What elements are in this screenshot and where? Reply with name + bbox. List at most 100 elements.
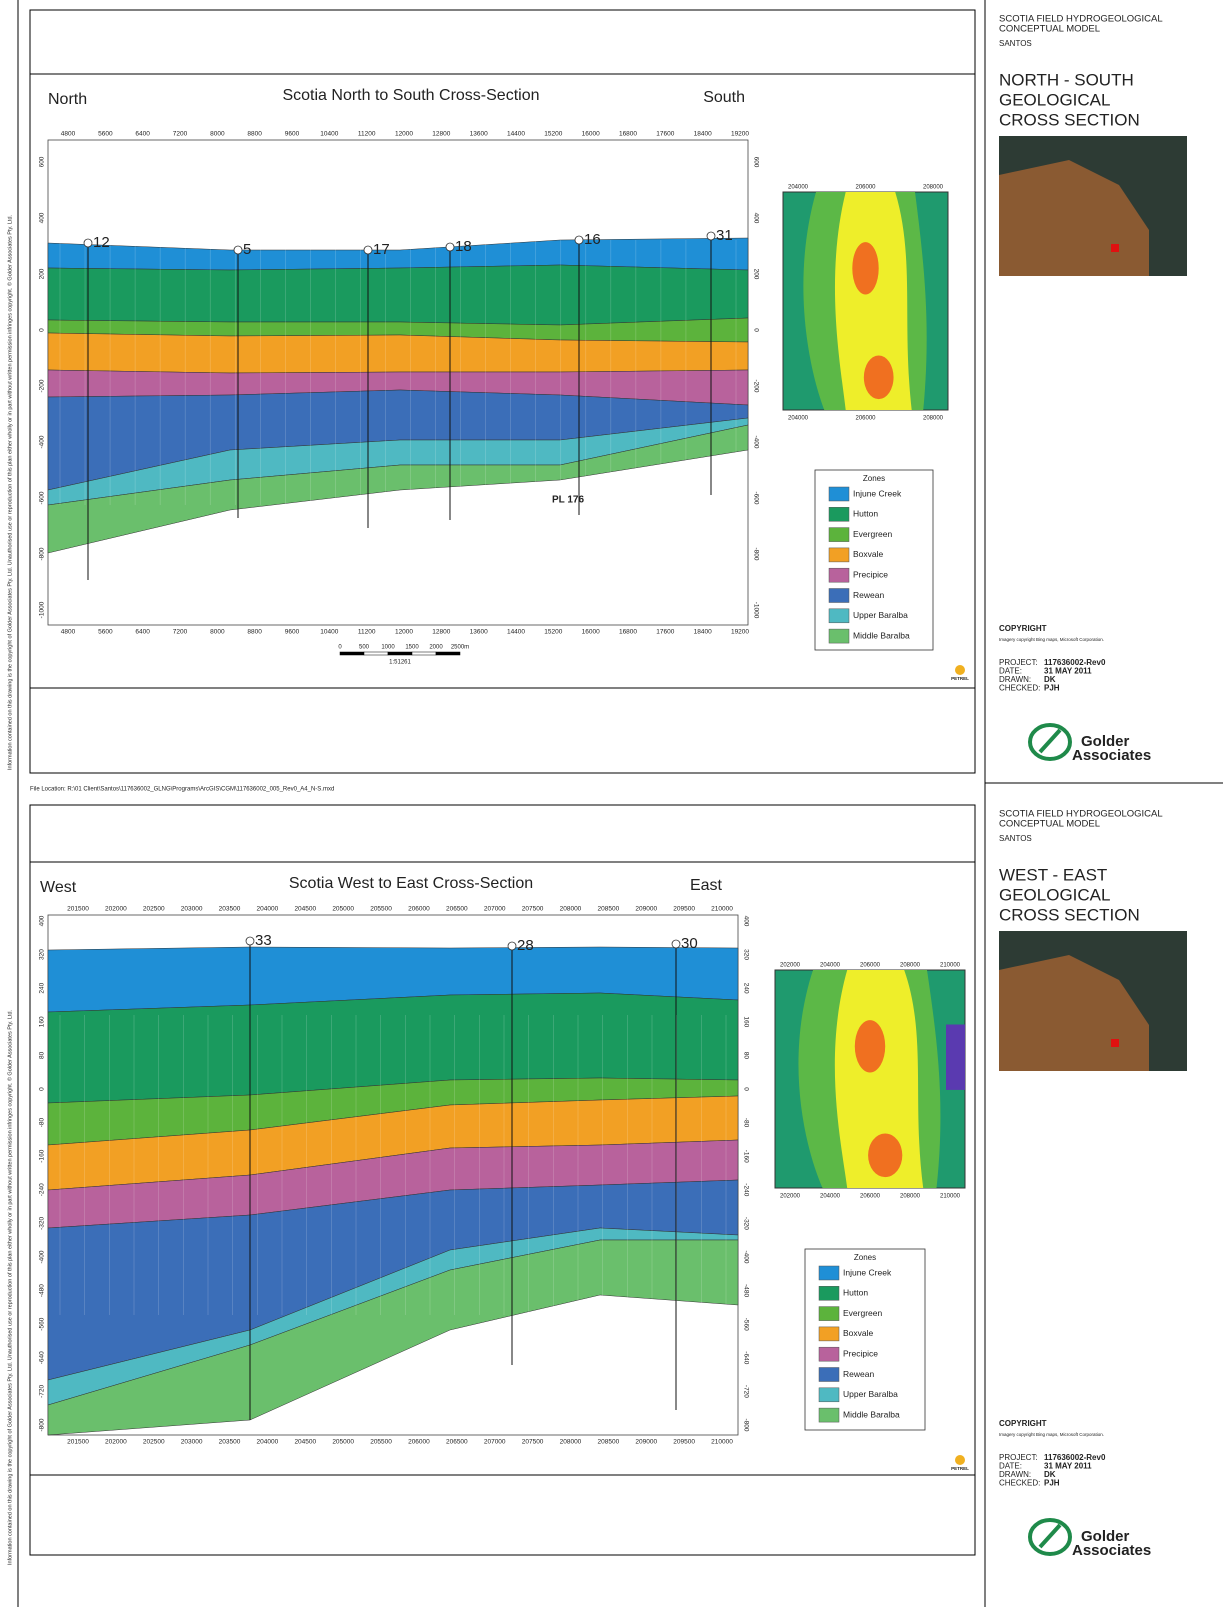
- inset-tick-label: 206000: [860, 963, 881, 969]
- well-symbol: [84, 239, 92, 247]
- legend-label: Injune Creek: [843, 1267, 892, 1277]
- company-logo-text: Associates: [1072, 747, 1151, 764]
- software-name: PETREL: [951, 1466, 969, 1471]
- legend-swatch: [829, 629, 849, 643]
- x-tick-label: 11200: [358, 131, 376, 138]
- x-tick-label: 12800: [432, 629, 450, 636]
- zone-layer: [48, 265, 748, 325]
- x-tick-label: 12000: [395, 131, 413, 138]
- x-tick-label: 205500: [370, 1439, 392, 1446]
- x-tick-label: 207500: [522, 1439, 544, 1446]
- client-name: SANTOS: [999, 834, 1032, 843]
- scale-bar-segment: [364, 652, 388, 655]
- company-logo-mark: [1040, 1525, 1060, 1547]
- copyright-side-note: Information contained on this drawing is…: [6, 214, 13, 770]
- inset-peak-zone: [868, 1134, 902, 1178]
- x-tick-label: 7200: [173, 629, 188, 636]
- x-tick-label: 208500: [598, 1439, 620, 1446]
- x-tick-label: 203000: [181, 1439, 203, 1446]
- y-tick-label: 200: [752, 269, 759, 280]
- x-tick-label: 203500: [219, 906, 241, 913]
- x-tick-label: 206500: [446, 906, 468, 913]
- inset-peak-zone: [855, 1020, 885, 1072]
- section-annotation: PL 176: [552, 495, 584, 506]
- inset-tick-label: 208000: [900, 1194, 921, 1200]
- inset-tick-label: 202000: [780, 1194, 801, 1200]
- legend-swatch: [819, 1347, 839, 1361]
- y-tick-label: 320: [39, 949, 46, 960]
- x-tick-label: 12800: [432, 131, 450, 138]
- project-name: CONCEPTUAL MODEL: [999, 819, 1100, 830]
- x-tick-label: 10400: [320, 629, 338, 636]
- inset-tick-label: 208000: [900, 963, 921, 969]
- x-tick-label: 10400: [320, 131, 338, 138]
- drawing-title: CROSS SECTION: [999, 110, 1140, 129]
- x-tick-label: 16000: [582, 629, 600, 636]
- y-tick-label: 400: [39, 915, 46, 926]
- well-symbol: [364, 246, 372, 254]
- inset-tick-label: 206000: [860, 1194, 881, 1200]
- x-tick-label: 208000: [560, 906, 582, 913]
- x-tick-label: 207000: [484, 1439, 506, 1446]
- x-tick-label: 204500: [294, 906, 316, 913]
- inset-tick-label: 208000: [923, 185, 944, 191]
- y-tick-label: -480: [742, 1284, 749, 1297]
- x-tick-label: 16800: [619, 629, 637, 636]
- inset-tick-label: 204000: [788, 416, 809, 422]
- y-tick-label: 600: [39, 156, 46, 167]
- legend-label: Boxvale: [843, 1328, 874, 1338]
- x-tick-label: 4800: [61, 629, 76, 636]
- x-tick-label: 6400: [135, 629, 150, 636]
- x-tick-label: 13600: [470, 131, 488, 138]
- x-tick-label: 202000: [105, 906, 127, 913]
- y-tick-label: -1000: [752, 602, 759, 619]
- legend-label: Rewean: [853, 590, 884, 600]
- y-tick-label: 400: [742, 916, 749, 927]
- y-tick-label: -160: [39, 1149, 46, 1162]
- well-label: 16: [584, 231, 601, 248]
- copyright-side-note: Information contained on this drawing is…: [6, 1009, 13, 1565]
- scale-bar-segment: [412, 652, 436, 655]
- x-tick-label: 15200: [544, 131, 562, 138]
- y-tick-label: -400: [39, 435, 46, 448]
- x-tick-label: 205000: [332, 1439, 354, 1446]
- legend-label: Hutton: [843, 1288, 868, 1298]
- legend-swatch: [829, 548, 849, 562]
- legend-label: Precipice: [843, 1348, 878, 1358]
- legend-swatch: [829, 507, 849, 521]
- scale-bar-segment: [388, 652, 412, 655]
- scale-bar-label: 2500m: [451, 645, 469, 651]
- x-tick-label: 202500: [143, 1439, 165, 1446]
- drawing-sheets: File Location: R:\01 Client\Santos\11763…: [0, 0, 1223, 1607]
- y-tick-label: 240: [742, 983, 749, 994]
- inset-tick-label: 208000: [923, 416, 944, 422]
- y-tick-label: -600: [752, 491, 759, 504]
- x-tick-label: 18400: [694, 131, 712, 138]
- y-tick-label: -400: [742, 1250, 749, 1263]
- x-tick-label: 210000: [711, 1439, 733, 1446]
- legend-swatch: [819, 1327, 839, 1341]
- field-value: PJH: [1044, 684, 1060, 693]
- well-label: 5: [243, 241, 251, 258]
- x-tick-label: 16000: [582, 131, 600, 138]
- x-tick-label: 204000: [257, 906, 279, 913]
- page: { "side_note": "Information contained on…: [0, 0, 1223, 1607]
- x-tick-label: 19200: [731, 629, 749, 636]
- legend-swatch: [819, 1266, 839, 1280]
- copyright-note: Imagery copyright Bing maps, Microsoft C…: [999, 637, 1104, 642]
- legend-label: Rewean: [843, 1369, 874, 1379]
- x-tick-label: 201500: [67, 1439, 89, 1446]
- y-tick-label: -320: [742, 1217, 749, 1230]
- legend-title: Zones: [863, 474, 885, 483]
- legend-swatch: [819, 1307, 839, 1321]
- x-tick-label: 203500: [219, 1439, 241, 1446]
- y-tick-label: -560: [742, 1318, 749, 1331]
- y-tick-label: 320: [742, 949, 749, 960]
- x-tick-label: 8000: [210, 131, 225, 138]
- left-direction: North: [48, 91, 87, 108]
- x-tick-label: 207000: [484, 906, 506, 913]
- y-tick-label: -480: [39, 1284, 46, 1297]
- x-tick-label: 17600: [656, 629, 674, 636]
- y-tick-label: -800: [39, 1418, 46, 1431]
- legend-swatch: [819, 1408, 839, 1422]
